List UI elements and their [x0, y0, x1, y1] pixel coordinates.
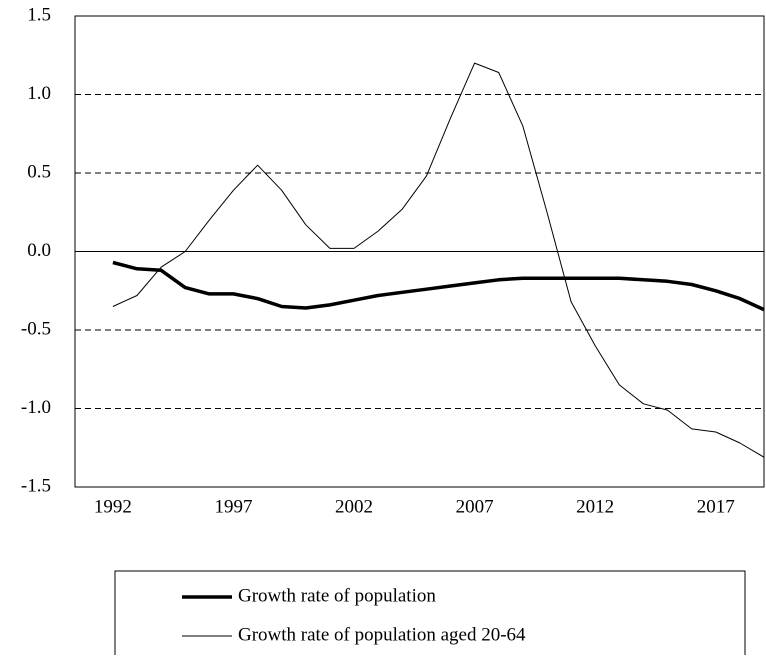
x-tick-label: 1997 [214, 496, 252, 517]
y-tick-label: -1.0 [21, 397, 51, 418]
series-line [112, 62, 765, 458]
y-tick-label: -1.5 [21, 475, 51, 496]
y-tick-label: -0.5 [21, 318, 51, 339]
x-tick-label: 2012 [576, 496, 614, 517]
x-tick-label: 2002 [335, 496, 373, 517]
x-tick-label: 2007 [456, 496, 494, 517]
y-tick-label: 1.0 [27, 83, 51, 104]
series-line [112, 260, 765, 312]
y-tick-label: 1.5 [27, 4, 51, 25]
x-tick-label: 2017 [697, 496, 735, 517]
x-tick-label: 1992 [94, 496, 132, 517]
legend-label: Growth rate of population aged 20-64 [238, 624, 526, 645]
legend-box [114, 570, 746, 660]
y-tick-label: 0.0 [27, 240, 51, 261]
y-tick-label: 0.5 [27, 161, 51, 182]
legend-label: Growth rate of population [238, 585, 436, 606]
